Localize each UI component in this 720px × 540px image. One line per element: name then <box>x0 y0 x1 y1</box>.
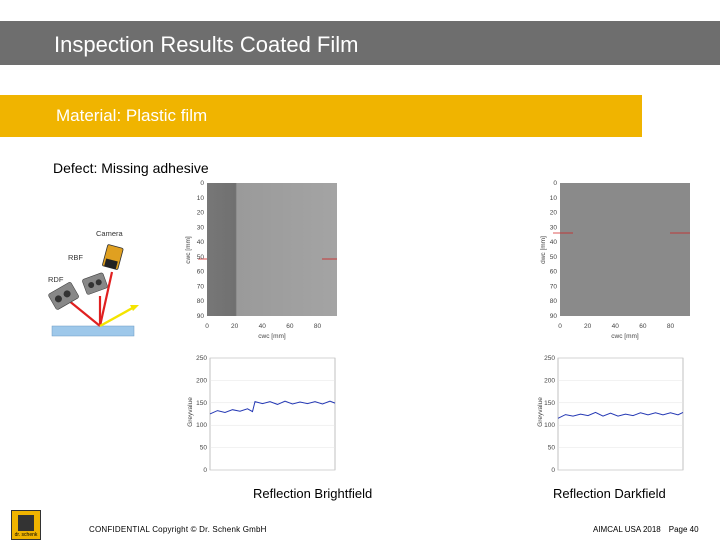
y-tick-label: 30 <box>550 224 558 231</box>
footer-copyright: CONFIDENTIAL Copyright © Dr. Schenk GmbH <box>89 525 267 534</box>
y-tick-label: 20 <box>197 210 205 217</box>
camera-label: Camera <box>96 229 124 238</box>
x-tick-label: 60 <box>286 323 294 330</box>
y-tick-label: 20 <box>550 210 558 217</box>
brightfield-image-panel: 0 10 20 30 40 50 60 70 80 90 0 20 40 60 80 cwc [mm] c… <box>180 178 340 340</box>
darkfield-profile-chart: Greyvalue 0 50 100 150 200 250 <box>533 350 688 475</box>
y-tick-label: 150 <box>196 400 207 407</box>
y-tick-label: 70 <box>550 283 558 290</box>
y-tick-label: 100 <box>544 422 555 429</box>
y-axis-label: Greyvalue <box>537 397 544 427</box>
y-tick-label: 0 <box>203 467 207 474</box>
x-tick-label: 0 <box>558 323 562 330</box>
x-axis-label: cwc [mm] <box>258 333 286 340</box>
rbf-illumination <box>82 272 108 295</box>
y-axis-label: Greyvalue <box>187 397 194 427</box>
y-tick-label: 250 <box>196 355 207 362</box>
slide-title: Inspection Results Coated Film <box>54 32 359 57</box>
rdf-label: RDF <box>48 275 64 284</box>
camera-icon <box>102 244 124 270</box>
y-tick-labels: 0 10 20 30 40 50 60 70 80 90 <box>197 180 205 320</box>
brightfield-image <box>207 183 337 316</box>
x-axis-label: cwc [mm] <box>611 333 639 340</box>
y-tick-label: 250 <box>544 355 555 362</box>
y-tick-label: 100 <box>196 422 207 429</box>
y-tick-label: 40 <box>550 239 558 246</box>
x-tick-label: 20 <box>584 323 592 330</box>
y-tick-label: 90 <box>550 313 558 320</box>
y-tick-label: 0 <box>200 180 204 187</box>
y-tick-label: 80 <box>550 298 558 305</box>
y-axis-label: dwc [mm] <box>540 236 547 264</box>
brightfield-caption: Reflection Brightfield <box>253 486 373 501</box>
x-tick-label: 20 <box>231 323 239 330</box>
plot-area <box>209 357 336 471</box>
y-tick-label: 200 <box>196 377 207 384</box>
y-tick-label: 10 <box>197 195 205 202</box>
rdf-illumination <box>48 282 79 310</box>
x-tick-label: 60 <box>639 323 647 330</box>
rbf-label: RBF <box>68 253 83 262</box>
footer-event: AIMCAL USA 2018 <box>593 525 661 534</box>
material-label: Material: Plastic film <box>56 106 208 125</box>
brightfield-profile-chart: Greyvalue 0 50 100 150 200 250 <box>185 350 340 475</box>
y-tick-label: 150 <box>544 400 555 407</box>
y-tick-label: 30 <box>197 224 205 231</box>
darkfield-image <box>560 183 690 316</box>
y-tick-label: 60 <box>197 269 205 276</box>
y-tick-label: 0 <box>553 180 557 187</box>
y-tick-label: 10 <box>550 195 558 202</box>
x-tick-label: 0 <box>205 323 209 330</box>
company-logo: dr. schenk <box>11 510 41 540</box>
y-tick-label: 90 <box>197 313 205 320</box>
y-tick-label: 40 <box>197 239 205 246</box>
footer-right: AIMCAL USA 2018 Page 40 <box>593 525 699 534</box>
camera-beam <box>98 271 114 327</box>
y-axis-label: cwc [mm] <box>185 236 192 264</box>
reflected-beam <box>99 304 137 328</box>
x-tick-label: 40 <box>259 323 267 330</box>
x-tick-labels: 0 20 40 60 80 <box>558 323 674 330</box>
y-tick-label: 50 <box>197 254 205 261</box>
x-tick-label: 80 <box>667 323 675 330</box>
x-tick-label: 80 <box>314 323 322 330</box>
title-bar <box>0 21 720 65</box>
y-tick-labels: 0 10 20 30 40 50 60 70 80 90 <box>550 180 558 320</box>
logo-text: dr. schenk <box>14 532 38 538</box>
optical-setup-diagram: Camera RBF RDF <box>48 229 139 337</box>
y-tick-label: 200 <box>544 377 555 384</box>
darkfield-image-panel: 0 10 20 30 40 50 60 70 80 90 0 20 40 60 80 dwc [mm] c… <box>533 178 693 340</box>
y-tick-label: 0 <box>551 467 555 474</box>
y-tick-label: 50 <box>550 254 558 261</box>
material-bar <box>0 95 642 137</box>
series-line <box>557 411 684 419</box>
y-tick-label: 50 <box>200 445 208 452</box>
darkfield-caption: Reflection Darkfield <box>553 486 666 501</box>
y-tick-label: 80 <box>197 298 205 305</box>
y-tick-label: 50 <box>548 445 556 452</box>
defect-label: Defect: Missing adhesive <box>53 160 209 176</box>
substrate <box>51 325 135 337</box>
x-tick-labels: 0 20 40 60 80 <box>205 323 321 330</box>
footer-page: Page 40 <box>668 525 699 534</box>
rdf-beam <box>67 299 101 327</box>
y-tick-label: 70 <box>197 283 205 290</box>
y-tick-label: 60 <box>550 269 558 276</box>
x-tick-label: 40 <box>612 323 620 330</box>
series-line <box>209 400 336 415</box>
